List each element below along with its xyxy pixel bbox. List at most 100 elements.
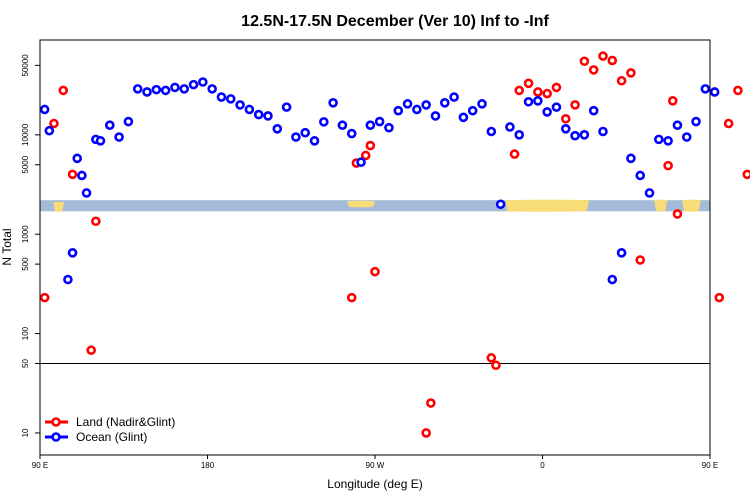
ocean-point (170, 82, 180, 93)
land-point (58, 85, 69, 96)
ocean-point (253, 109, 264, 120)
x-axis-label: Longitude (deg E) (327, 477, 422, 491)
map-land-3 (654, 199, 668, 212)
x-axis: 90 E 180 90 W 0 90 E (32, 455, 718, 470)
ocean-point (225, 94, 236, 104)
ocean-point (272, 123, 283, 134)
ocean-point (663, 136, 673, 146)
ocean-point (626, 153, 636, 164)
land-point (588, 65, 599, 75)
legend-marker-land (51, 417, 61, 427)
land-point (523, 78, 534, 89)
ocean-point (439, 98, 450, 108)
y-axis: 10 50 100 500 1000 5000 10000 50000 (21, 54, 40, 437)
ocean-point (654, 134, 664, 145)
y-tick-label: 1000 (21, 225, 30, 243)
land-point (491, 360, 501, 371)
land-point (421, 428, 431, 438)
ocean-point (244, 104, 255, 115)
land-point (663, 160, 673, 171)
land-point (579, 56, 590, 67)
ocean-point (291, 132, 301, 142)
ocean-point (188, 79, 199, 90)
y-tick-label: 10000 (21, 123, 30, 146)
land-point (365, 140, 376, 151)
land-point (551, 82, 562, 93)
ocean-point (523, 96, 534, 107)
ocean-point (467, 105, 478, 116)
world-map-band (40, 199, 710, 212)
land-point (616, 75, 627, 86)
ocean-point (216, 92, 227, 102)
ocean-point (142, 87, 152, 97)
land-point (714, 292, 725, 303)
ocean-point (319, 117, 329, 127)
land-point (742, 169, 750, 180)
ocean-point (179, 84, 190, 94)
ocean-point (598, 126, 608, 137)
ocean-point (365, 120, 376, 130)
land-point (39, 292, 50, 303)
ocean-point (542, 107, 552, 117)
ocean-point (384, 122, 394, 133)
land-point (486, 353, 497, 363)
ocean-point (328, 98, 338, 108)
ocean-point (160, 85, 171, 96)
ocean-point (132, 84, 143, 94)
ocean-point (458, 112, 469, 123)
legend: Land (Nadir&Glint) Ocean (Glint) (45, 415, 175, 444)
legend-label-land: Land (Nadir&Glint) (76, 415, 175, 429)
land-point (346, 292, 357, 303)
land-point (91, 216, 101, 227)
series-land (39, 51, 750, 438)
x-tick-label: 0 (540, 461, 545, 470)
chart-title: 12.5N-17.5N December (Ver 10) Inf to -In… (241, 13, 549, 30)
ocean-point (412, 104, 422, 115)
land-point (360, 150, 371, 161)
ocean-point (560, 123, 571, 134)
series-ocean (39, 77, 720, 285)
ocean-point (635, 170, 646, 181)
y-tick-label: 50 (21, 358, 30, 367)
ocean-point (672, 120, 683, 130)
ocean-point (681, 132, 692, 142)
y-tick-label: 50000 (21, 54, 30, 77)
land-point (49, 118, 59, 129)
ocean-point (477, 99, 487, 109)
ocean-point (207, 84, 217, 94)
land-point (533, 87, 543, 97)
land-point (560, 113, 571, 124)
ocean-point (393, 105, 404, 116)
ocean-point (449, 92, 459, 102)
ocean-point (235, 100, 245, 110)
ocean-point (44, 125, 55, 136)
land-point (67, 169, 78, 180)
plot-frame (39, 39, 711, 456)
land-point (723, 118, 734, 129)
land-point (86, 345, 96, 356)
ocean-point (104, 120, 115, 130)
ocean-point (514, 130, 525, 140)
ocean-point (551, 102, 562, 112)
ocean-point (346, 128, 357, 139)
ocean-point (263, 111, 273, 121)
land-point (667, 95, 678, 106)
ocean-point (644, 188, 655, 198)
ocean-point (533, 95, 543, 106)
y-tick-label: 100 (21, 326, 30, 340)
ocean-point (402, 99, 413, 109)
ocean-point (114, 132, 124, 142)
ocean-point (63, 274, 73, 285)
land-point (542, 88, 552, 99)
x-tick-label: 90 E (32, 461, 48, 470)
land-point (626, 68, 636, 78)
ocean-point (421, 100, 431, 110)
ocean-point (691, 116, 701, 127)
ocean-point (39, 104, 50, 115)
map-land-4 (682, 199, 701, 212)
ocean-point (486, 126, 497, 137)
x-tick-label: 180 (201, 461, 215, 470)
ocean-point (700, 84, 711, 94)
legend-marker-ocean (51, 432, 61, 442)
